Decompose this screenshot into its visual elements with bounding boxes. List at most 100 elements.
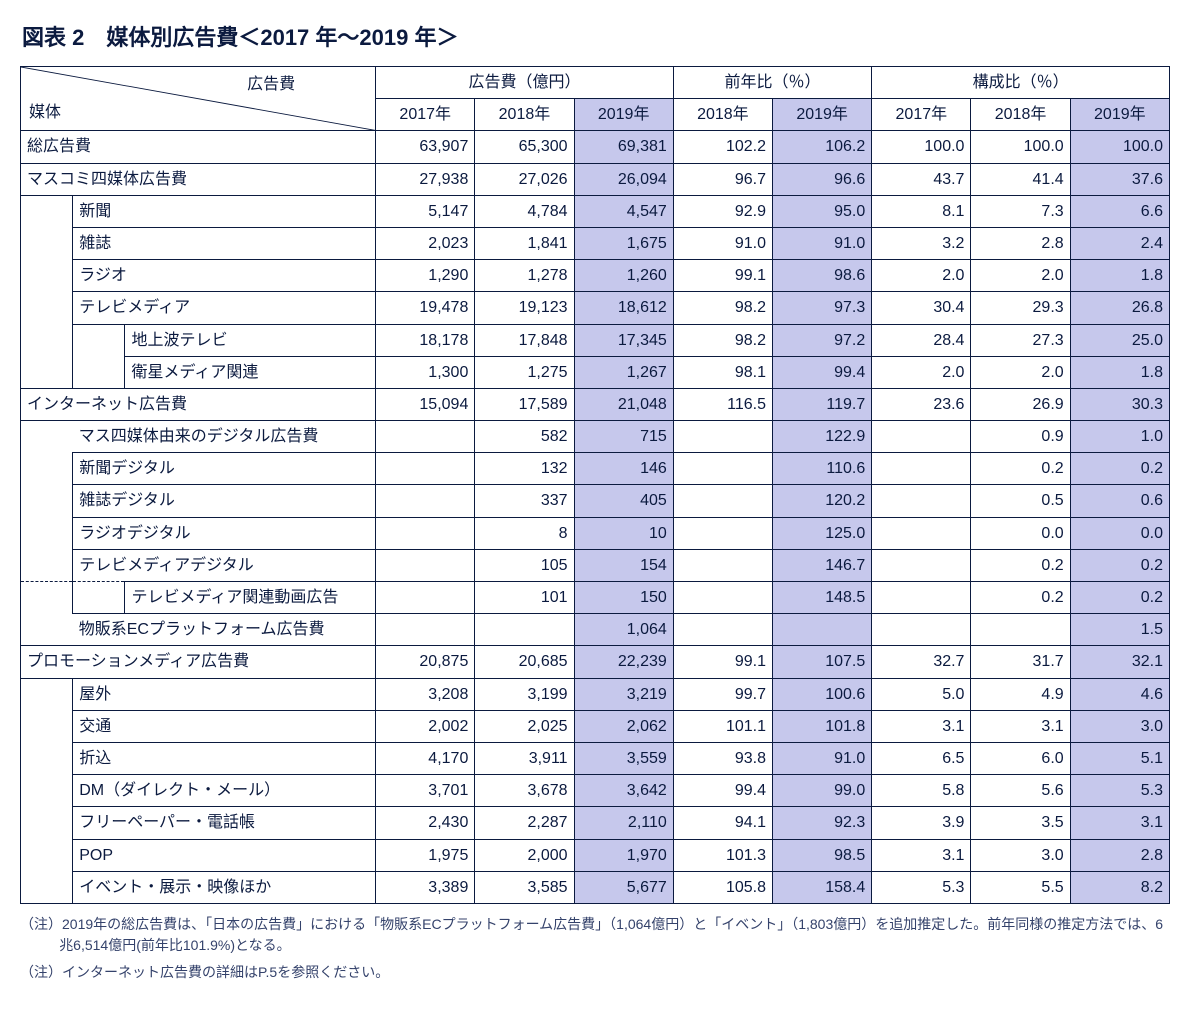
cell: 2.0	[872, 356, 971, 388]
cell: 125.0	[773, 517, 872, 549]
cell: 96.6	[773, 163, 872, 195]
cell: 102.2	[673, 131, 772, 163]
header-diag-top: 広告費	[247, 73, 295, 96]
cell: 91.0	[773, 742, 872, 774]
cell: 98.6	[773, 260, 872, 292]
cell: 8.1	[872, 195, 971, 227]
cell: 97.3	[773, 292, 872, 324]
cell: 3.1	[1070, 807, 1169, 839]
cell: 0.2	[971, 582, 1070, 614]
cell: 43.7	[872, 163, 971, 195]
table-notes: （注）2019年の総広告費は、「日本の広告費」における「物販系ECプラットフォー…	[20, 914, 1170, 983]
cell	[872, 485, 971, 517]
cell: 32.1	[1070, 646, 1169, 678]
cell: 0.5	[971, 485, 1070, 517]
cell: 98.1	[673, 356, 772, 388]
row-label: 交通	[73, 710, 376, 742]
cell: 99.4	[673, 775, 772, 807]
cell	[376, 614, 475, 646]
cell: 1,300	[376, 356, 475, 388]
cell: 6.6	[1070, 195, 1169, 227]
cell: 3,559	[574, 742, 673, 774]
cell: 6.0	[971, 742, 1070, 774]
cell: 3,199	[475, 678, 574, 710]
cell: 3.0	[971, 839, 1070, 871]
cell: 5.5	[971, 871, 1070, 903]
cell	[673, 517, 772, 549]
cell: 1,064	[574, 614, 673, 646]
cell: 101	[475, 582, 574, 614]
cell: 95.0	[773, 195, 872, 227]
cell	[673, 582, 772, 614]
cell: 148.5	[773, 582, 872, 614]
cell: 96.7	[673, 163, 772, 195]
cell: 4.6	[1070, 678, 1169, 710]
cell: 5,147	[376, 195, 475, 227]
cell: 99.4	[773, 356, 872, 388]
cell: 3,642	[574, 775, 673, 807]
cell: 19,123	[475, 292, 574, 324]
header-group-spend: 広告費（億円）	[376, 67, 674, 99]
cell: 7.3	[971, 195, 1070, 227]
header-diag-bottom: 媒体	[29, 101, 61, 124]
cell: 2.4	[1070, 227, 1169, 259]
col-spend-2018: 2018年	[475, 99, 574, 131]
cell: 4,547	[574, 195, 673, 227]
cell: 17,345	[574, 324, 673, 356]
cell: 1,975	[376, 839, 475, 871]
cell: 26.8	[1070, 292, 1169, 324]
cell: 99.0	[773, 775, 872, 807]
cell: 715	[574, 421, 673, 453]
cell: 2.0	[971, 260, 1070, 292]
cell: 15,094	[376, 388, 475, 420]
cell: 3.1	[971, 710, 1070, 742]
cell: 18,178	[376, 324, 475, 356]
cell: 28.4	[872, 324, 971, 356]
cell: 110.6	[773, 453, 872, 485]
table-row: 交通2,0022,0252,062101.1101.83.13.13.0	[21, 710, 1170, 742]
note-2: （注）インターネット広告費の詳細はP.5を参照ください。	[20, 962, 1170, 983]
cell: 29.3	[971, 292, 1070, 324]
table-row: インターネット広告費15,09417,58921,048116.5119.723…	[21, 388, 1170, 420]
cell: 91.0	[673, 227, 772, 259]
cell: 3,208	[376, 678, 475, 710]
cell	[673, 549, 772, 581]
cell: 5.8	[872, 775, 971, 807]
cell: 1.8	[1070, 356, 1169, 388]
cell: 3.1	[872, 839, 971, 871]
cell: 1.0	[1070, 421, 1169, 453]
cell: 2.8	[1070, 839, 1169, 871]
table-row: DM（ダイレクト・メール）3,7013,6783,64299.499.05.85…	[21, 775, 1170, 807]
cell: 1,267	[574, 356, 673, 388]
cell: 92.3	[773, 807, 872, 839]
cell: 25.0	[1070, 324, 1169, 356]
cell: 0.2	[971, 549, 1070, 581]
row-label: 物販系ECプラットフォーム広告費	[73, 614, 376, 646]
row-label: テレビメディア関連動画広告	[125, 582, 376, 614]
cell	[773, 614, 872, 646]
cell: 30.3	[1070, 388, 1169, 420]
cell: 105	[475, 549, 574, 581]
cell: 37.6	[1070, 163, 1169, 195]
cell: 3,701	[376, 775, 475, 807]
cell: 5.3	[1070, 775, 1169, 807]
cell	[872, 549, 971, 581]
cell: 100.0	[1070, 131, 1169, 163]
cell: 5.1	[1070, 742, 1169, 774]
col-yoy-2019: 2019年	[773, 99, 872, 131]
cell	[673, 453, 772, 485]
cell	[376, 485, 475, 517]
cell: 3.0	[1070, 710, 1169, 742]
row-label: ラジオ	[73, 260, 376, 292]
table-row: 折込4,1703,9113,55993.891.06.56.05.1	[21, 742, 1170, 774]
table-row: 雑誌デジタル337405120.20.50.6	[21, 485, 1170, 517]
cell: 27,938	[376, 163, 475, 195]
cell: 18,612	[574, 292, 673, 324]
table-row: ラジオデジタル810125.00.00.0	[21, 517, 1170, 549]
table-row: プロモーションメディア広告費20,87520,68522,23999.1107.…	[21, 646, 1170, 678]
table-row: 雑誌2,0231,8411,67591.091.03.22.82.4	[21, 227, 1170, 259]
cell: 3,911	[475, 742, 574, 774]
cell: 0.0	[1070, 517, 1169, 549]
cell: 2.0	[971, 356, 1070, 388]
row-label: 総広告費	[21, 131, 376, 163]
